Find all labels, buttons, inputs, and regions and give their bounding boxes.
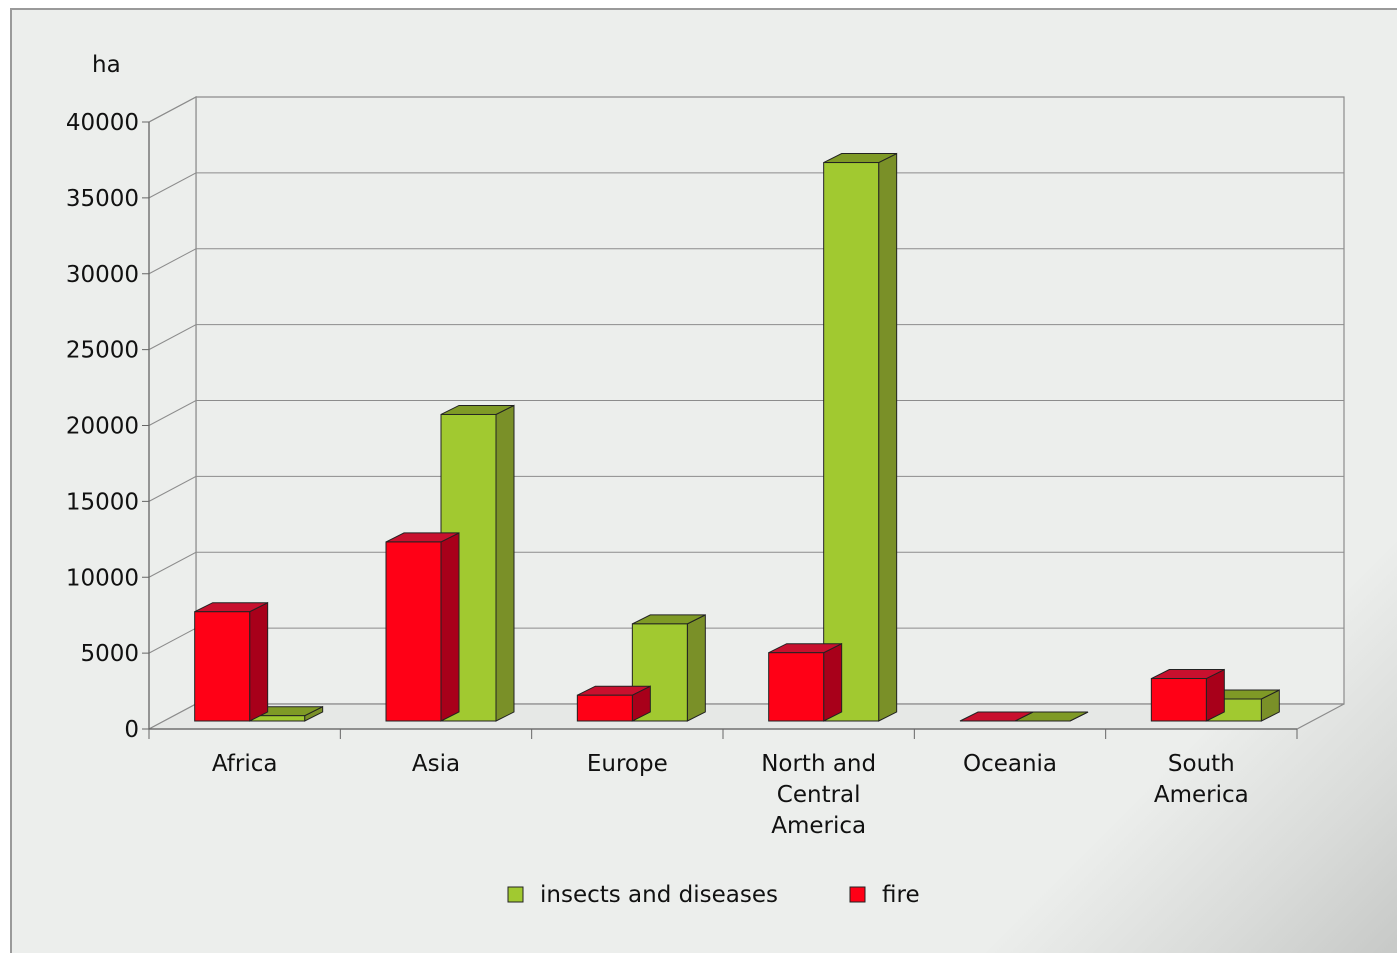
bar-fire [768, 642, 843, 722]
gridline [148, 551, 1344, 578]
bar-front [1150, 678, 1207, 722]
bar-front [823, 162, 880, 722]
bar-side [249, 601, 269, 722]
legend-label: insects and diseases [540, 882, 778, 908]
bar-side [878, 152, 898, 722]
bar-front [768, 652, 825, 722]
legend-label: fire [882, 882, 920, 908]
y-tick-label: 20000 [66, 414, 139, 440]
category-label: North and Central America [761, 751, 876, 839]
y-tick-label: 5000 [80, 641, 139, 667]
gridline [148, 248, 1344, 275]
category-label: Africa [212, 751, 278, 777]
category-label: Asia [412, 751, 460, 777]
legend-item: fire [849, 882, 920, 908]
bar-side [440, 532, 460, 722]
chart-walls [148, 96, 1345, 730]
legend-item: insects and diseases [507, 882, 778, 908]
bar-fire [385, 532, 460, 722]
y-tick-label: 15000 [66, 489, 139, 515]
y-tick-label: 10000 [66, 565, 139, 591]
x-axis: Africa Asia Europe North and Central America O… [148, 728, 1298, 839]
bar-front [385, 541, 442, 722]
legend-swatch [849, 886, 866, 903]
legend-swatch [507, 886, 524, 903]
category-label: Europe [587, 751, 668, 777]
y-tick-label: 35000 [66, 186, 139, 212]
category-label: South America [1154, 751, 1249, 808]
bar-fire [959, 711, 1034, 722]
gridline [148, 400, 1344, 426]
y-tick-label: 25000 [66, 338, 139, 364]
category-label: Oceania [963, 751, 1057, 777]
bar-fire [576, 685, 651, 722]
y-tick-label: 0 [124, 717, 139, 743]
y-tick-label: 30000 [66, 262, 139, 288]
bar-front [194, 611, 251, 722]
bar-side [686, 614, 706, 722]
bar-side [495, 404, 515, 722]
gridline [148, 96, 1344, 123]
y-axis-label: ha [92, 52, 121, 78]
gridline [148, 324, 1344, 351]
bar-insects-and-diseases [823, 152, 898, 722]
bar-front [576, 694, 633, 722]
y-axis: 0 5000 10000 15000 20000 25000 30000 35000 40000… [66, 52, 150, 743]
gridline [148, 475, 1344, 502]
gridline [148, 172, 1344, 199]
bar-fire [1150, 668, 1225, 722]
chart-panel: 0 5000 10000 15000 20000 25000 30000 35000 40000… [10, 8, 1397, 953]
legend: insects and diseases fire [507, 882, 920, 908]
bar-top [959, 711, 1034, 722]
bar-fire [194, 601, 269, 722]
bar-insects-and-diseases [631, 614, 706, 722]
bar-chart: 0 5000 10000 15000 20000 25000 30000 35000 40000… [66, 52, 1345, 908]
y-tick-label: 40000 [66, 110, 139, 136]
bars [194, 152, 1280, 722]
bar-side [823, 642, 843, 722]
